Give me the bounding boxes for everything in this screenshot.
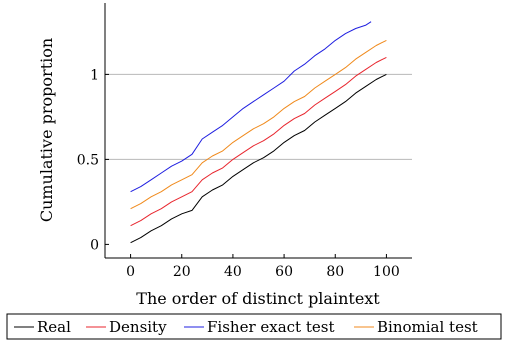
x-tick-label: 0 — [126, 264, 135, 280]
x-tick-label: 40 — [224, 264, 242, 280]
gridlines — [105, 73, 412, 160]
legend-box — [6, 313, 502, 340]
x-tick-label: 20 — [173, 264, 191, 280]
series-lines — [130, 21, 387, 244]
series-line-real — [130, 73, 387, 244]
x-tick-label: 80 — [326, 264, 344, 280]
series-line-fisher-exact-test — [130, 21, 372, 193]
legend-label: Density — [109, 318, 167, 336]
y-ticks: 00.51 — [77, 67, 109, 253]
series-line-binomial-test — [130, 39, 387, 210]
x-tick-label: 100 — [373, 264, 400, 280]
legend-label: Real — [37, 318, 71, 336]
y-tick-label: 0 — [90, 237, 99, 253]
x-axis-label: The order of distinct plaintext — [136, 289, 380, 308]
x-tick-label: 60 — [275, 264, 293, 280]
x-ticks: 0 20 40 60 80 100 — [126, 254, 400, 280]
y-tick-label: 1 — [90, 67, 99, 83]
series-line-density — [130, 56, 387, 227]
y-tick-label: 0.5 — [77, 152, 99, 168]
y-axis-label: Cumulative proportion — [37, 38, 56, 222]
legend-label: Fisher exact test — [207, 318, 335, 336]
legend-label: Binomial test — [377, 318, 478, 336]
legend: Real Density Fisher exact test Binomial tes… — [6, 313, 502, 340]
